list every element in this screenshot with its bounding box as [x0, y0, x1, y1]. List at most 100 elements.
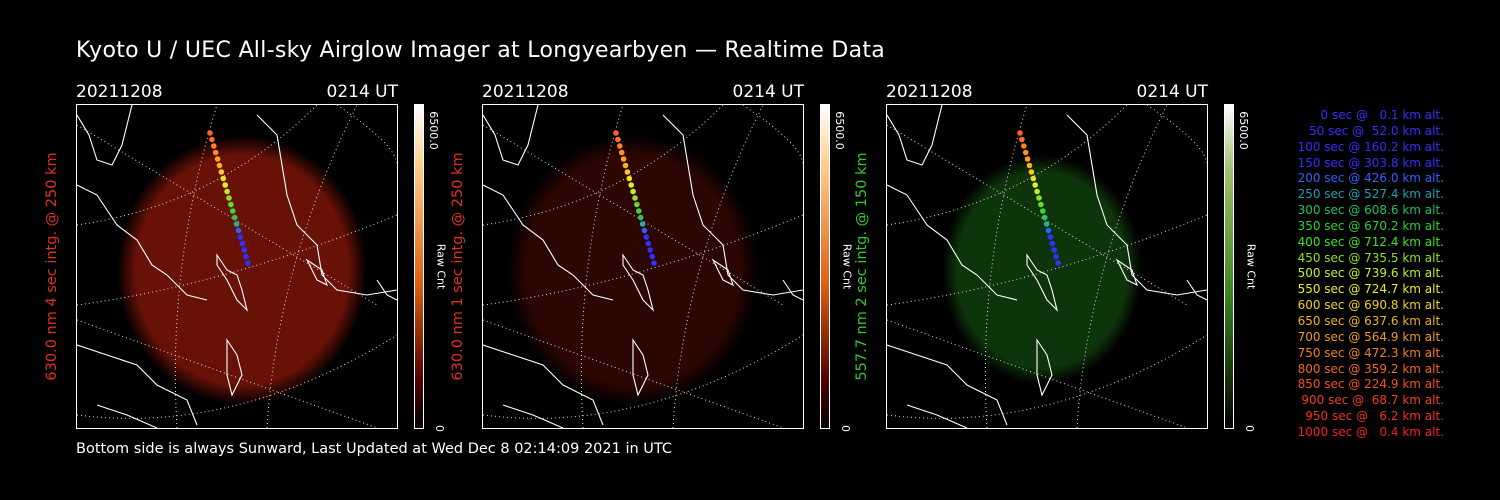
coastline [887, 105, 1207, 428]
trajectory-point [1043, 221, 1050, 227]
trajectory-point [1041, 214, 1048, 221]
legend-row: 250 sec @ 527.4 km alt. [1297, 187, 1444, 202]
satellite-trajectory [613, 130, 657, 266]
panel-date: 20211208 [886, 82, 973, 102]
colorbar-unit-label: Raw Cnt [434, 243, 448, 290]
trajectory-point [1024, 156, 1031, 162]
colorbar-min-label: 0 [433, 425, 446, 432]
legend-row: 750 sec @ 472.3 km alt. [1297, 345, 1444, 360]
colorbar-unit-label: Raw Cnt [840, 243, 854, 290]
panel-header: 20211208 0214 UT [76, 80, 398, 104]
legend-row: 800 sec @ 359.2 km alt. [1297, 361, 1444, 376]
trajectory-point [209, 136, 215, 143]
allsky-image [886, 104, 1208, 429]
panel-wavelength-label: 630.0 nm 1 sec intg. @ 250 km [450, 152, 466, 381]
panel-date: 20211208 [482, 82, 569, 102]
coastline [483, 105, 803, 428]
trajectory-point [1051, 247, 1057, 253]
trajectory-point [211, 143, 217, 149]
allsky-map [483, 105, 803, 428]
allsky-map [77, 105, 397, 428]
trajectory-point [212, 149, 219, 156]
legend-row: 450 sec @ 735.5 km alt. [1297, 250, 1444, 265]
trajectory-point [641, 227, 648, 234]
trajectory-point [220, 175, 227, 182]
colorbar-min-label: 0 [1243, 425, 1256, 432]
legend-row: 650 sec @ 637.6 km alt. [1297, 313, 1444, 328]
trajectory-point [216, 162, 223, 169]
trajectory-point [228, 201, 234, 208]
legend-row: 0 sec @ 0.1 km alt. [1320, 108, 1445, 122]
airglow-panel-630-1s: 20211208 0214 UT 630.0 nm 1 sec intg. @ … [450, 80, 882, 432]
legend-row: 900 sec @ 68.7 km alt. [1301, 393, 1444, 408]
legend-row: 300 sec @ 608.6 km alt. [1297, 203, 1444, 218]
trajectory-point [624, 169, 631, 175]
panel-time: 0214 UT [326, 82, 399, 102]
airglow-panel-557-2s: 20211208 0214 UT 557.7 nm 2 sec intg. @ … [854, 80, 1286, 432]
footer-note: Bottom side is always Sunward, Last Upda… [76, 441, 673, 457]
legend-row: 700 sec @ 564.9 km alt. [1297, 329, 1444, 344]
satellite-trajectory [1017, 130, 1061, 266]
trajectory-point [617, 143, 623, 149]
trajectory-point [618, 149, 625, 156]
panel-header: 20211208 0214 UT [886, 80, 1208, 104]
legend-row: 100 sec @ 160.2 km alt. [1297, 139, 1444, 154]
trajectory-point [207, 130, 213, 136]
trajectory-point [231, 214, 238, 221]
trajectory-point [1017, 130, 1023, 136]
colorbar-max-label: 6500.0 [1236, 111, 1250, 150]
trajectory-point [1026, 162, 1033, 169]
colorbar-min-label: 0 [839, 425, 852, 432]
trajectory-point [632, 195, 638, 201]
trajectory-point [1047, 234, 1054, 240]
satellite-trajectory [207, 130, 251, 266]
trajectory-point [1034, 188, 1040, 195]
trajectory-point [237, 234, 244, 240]
trajectory-point [1036, 195, 1042, 201]
legend-row: 600 sec @ 690.8 km alt. [1297, 298, 1444, 313]
trajectory-point [1021, 143, 1027, 149]
colorbar [820, 104, 830, 429]
trajectory-point [1045, 227, 1052, 234]
trajectory-point [1028, 169, 1035, 175]
trajectory-point [615, 136, 621, 143]
allsky-image [76, 104, 398, 429]
legend-row: 950 sec @ 6.2 km alt. [1305, 409, 1444, 424]
colorbar [414, 104, 424, 429]
trajectory-point [1040, 208, 1046, 214]
airglow-emission [942, 155, 1142, 385]
geo-grid [77, 105, 397, 428]
panel-time: 0214 UT [1136, 82, 1209, 102]
legend-row: 350 sec @ 670.2 km alt. [1297, 218, 1444, 233]
trajectory-point [630, 188, 636, 195]
trajectory-point [649, 253, 655, 260]
trajectory-point [245, 260, 251, 266]
trajectory-point [243, 253, 249, 260]
trajectory-legend: 0 sec @ 0.1 km alt. 50 sec @ 52.0 km alt.… [1262, 108, 1444, 441]
colorbar-unit-label: Raw Cnt [1244, 243, 1258, 290]
trajectory-point [214, 156, 221, 162]
colorbar-max-label: 6500.0 [426, 111, 440, 150]
trajectory-point [626, 175, 633, 182]
trajectory-point [230, 208, 236, 214]
trajectory-point [628, 182, 634, 188]
coastline [77, 105, 397, 428]
allsky-map [887, 105, 1207, 428]
panel-time: 0214 UT [732, 82, 805, 102]
trajectory-point [224, 188, 230, 195]
trajectory-point [620, 156, 627, 162]
panel-date: 20211208 [76, 82, 163, 102]
trajectory-point [239, 240, 246, 247]
legend-row: 50 sec @ 52.0 km alt. [1309, 123, 1444, 138]
panel-wavelength-label: 557.7 nm 2 sec intg. @ 150 km [854, 152, 870, 381]
trajectory-point [1022, 149, 1029, 156]
trajectory-point [1049, 240, 1056, 247]
trajectory-point [647, 247, 653, 253]
legend-row: 1000 sec @ 0.4 km alt. [1297, 424, 1444, 439]
trajectory-point [639, 221, 646, 227]
trajectory-point [613, 130, 619, 136]
trajectory-point [1053, 253, 1059, 260]
page-title: Kyoto U / UEC All-sky Airglow Imager at … [76, 38, 886, 63]
trajectory-point [235, 227, 242, 234]
geo-grid [887, 105, 1207, 428]
